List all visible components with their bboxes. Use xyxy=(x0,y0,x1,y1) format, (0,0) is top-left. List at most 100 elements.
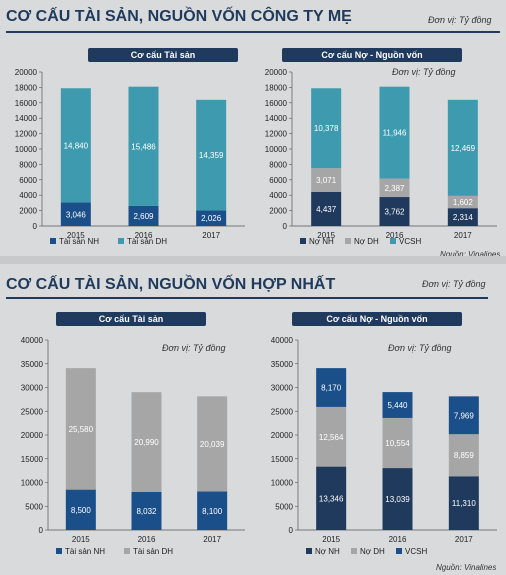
bar-nợ-dh-2015 xyxy=(316,406,347,467)
bar-nợ-nh-2015 xyxy=(316,466,347,530)
y-tick-label: 2000 xyxy=(269,207,287,216)
bar-tài-sản-dh-2015 xyxy=(65,368,96,490)
x-tick-label: 2016 xyxy=(138,535,156,544)
y-tick-label: 5000 xyxy=(25,502,43,511)
y-tick-label: 18000 xyxy=(265,83,288,92)
legend-label: Tài sản DH xyxy=(133,547,173,556)
y-tick-label: 8000 xyxy=(269,160,287,169)
y-tick-label: 14000 xyxy=(265,114,288,123)
x-tick-label: 2015 xyxy=(317,231,335,240)
y-tick-label: 10000 xyxy=(265,145,288,154)
x-tick-label: 2017 xyxy=(454,231,472,240)
data-label: 15,486 xyxy=(131,142,156,151)
bar-tài-sản-nh-2017 xyxy=(197,491,228,530)
y-tick-label: 35000 xyxy=(271,360,294,369)
data-label: 14,359 xyxy=(199,151,224,160)
bar-nợ-dh-2016 xyxy=(379,178,410,198)
bar-tài-sản-nh-2015 xyxy=(60,202,91,226)
legend-swatch xyxy=(351,548,357,554)
chart-2-title: Cơ cấu Nợ - Nguồn vốn xyxy=(282,48,462,62)
data-label: 12,469 xyxy=(451,144,476,153)
bar-vcsh-2016 xyxy=(382,392,413,418)
chart-2-svg: 0 2000 4000 6000 8000 10000 12000 14000 16000 180… xyxy=(265,68,497,246)
bottom-section-title: CƠ CẤU TÀI SẢN, NGUỒN VỐN HỢP NHẤT xyxy=(6,276,336,293)
data-label: 13,346 xyxy=(319,494,344,503)
y-tick-label: 25000 xyxy=(21,407,44,416)
data-label: 8,100 xyxy=(202,507,223,516)
data-label: 4,437 xyxy=(316,205,337,214)
legend-swatch xyxy=(300,238,306,244)
data-label: 8,859 xyxy=(454,451,475,460)
bar-tài-sản-nh-2016 xyxy=(128,205,159,226)
chart-4-unit: Đơn vị: Tỷ đồng xyxy=(388,343,452,353)
bar-tài-sản-dh-2016 xyxy=(128,86,159,206)
bar-tài-sản-dh-2016 xyxy=(131,392,162,492)
y-tick-label: 0 xyxy=(289,526,294,535)
data-label: 2,387 xyxy=(384,184,405,193)
y-tick-label: 12000 xyxy=(15,130,38,139)
top-section-unit: Đơn vị: Tỷ đồng xyxy=(428,15,492,25)
chart-3-svg: 0 5000 10000 15000 20000 25000 30000 35000 40000… xyxy=(21,336,245,556)
legend-label: Nợ NH xyxy=(309,237,334,246)
x-tick-label: 2017 xyxy=(202,231,220,240)
bar-tài-sản-dh-2017 xyxy=(197,396,228,492)
data-label: 8,170 xyxy=(321,384,342,393)
legend-swatch xyxy=(56,548,62,554)
y-tick-label: 25000 xyxy=(271,407,294,416)
bar-vcsh-2015 xyxy=(311,88,342,169)
data-label: 14,840 xyxy=(64,141,89,150)
chart-1-title: Cơ cấu Tài sản xyxy=(88,48,238,62)
legend-swatch xyxy=(124,548,130,554)
y-tick-label: 30000 xyxy=(21,384,44,393)
data-label: 10,554 xyxy=(385,439,410,448)
data-label: 11,310 xyxy=(452,499,476,508)
y-tick-label: 4000 xyxy=(269,191,287,200)
data-label: 11,946 xyxy=(383,129,407,138)
bar-nợ-dh-2017 xyxy=(448,434,479,477)
data-label: 13,039 xyxy=(385,495,410,504)
legend-label: Tài sản NH xyxy=(59,237,99,246)
y-tick-label: 6000 xyxy=(269,176,287,185)
data-label: 7,969 xyxy=(454,411,475,420)
top-source: Nguồn: Vinalines xyxy=(440,250,501,259)
legend-label: VCSH xyxy=(399,237,421,246)
bar-tài-sản-dh-2015 xyxy=(60,88,91,203)
y-tick-label: 30000 xyxy=(271,384,294,393)
bottom-section-unit: Đơn vị: Tỷ đồng xyxy=(422,279,486,289)
legend-swatch xyxy=(118,238,124,244)
data-label: 5,440 xyxy=(387,401,408,410)
y-tick-label: 12000 xyxy=(265,130,288,139)
legend-label: Tài sản NH xyxy=(65,547,105,556)
bar-nợ-nh-2016 xyxy=(379,197,410,226)
chart-1-svg: 0 2000 4000 6000 8000 10000 12000 14000 16000 180… xyxy=(15,68,245,246)
bar-nợ-nh-2017 xyxy=(447,208,478,226)
legend-label: Tài sản DH xyxy=(127,237,167,246)
y-tick-label: 14000 xyxy=(15,114,38,123)
x-tick-label: 2017 xyxy=(455,535,473,544)
bar-nợ-nh-2016 xyxy=(382,468,413,530)
legend-label: Nợ NH xyxy=(315,547,340,556)
chart-3-title: Cơ cấu Tài sản xyxy=(56,312,206,326)
y-tick-label: 0 xyxy=(33,222,38,231)
bottom-section-rule xyxy=(6,297,488,299)
y-tick-label: 18000 xyxy=(15,83,38,92)
y-tick-label: 20000 xyxy=(271,431,294,440)
bar-vcsh-2015 xyxy=(316,368,347,407)
bar-nợ-nh-2015 xyxy=(311,191,342,226)
chart-4-svg: 0 5000 10000 15000 20000 25000 30000 35000 40000… xyxy=(271,336,497,556)
x-tick-label: 2016 xyxy=(389,535,407,544)
legend-swatch xyxy=(306,548,312,554)
bottom-source: Nguồn: Vinalines xyxy=(436,563,497,572)
top-section-title: CƠ CẤU TÀI SẢN, NGUỒN VỐN CÔNG TY MẸ xyxy=(6,8,352,25)
bar-nợ-dh-2015 xyxy=(311,168,342,192)
data-label: 12,564 xyxy=(319,433,344,442)
legend-swatch xyxy=(50,238,56,244)
y-tick-label: 2000 xyxy=(19,207,37,216)
data-label: 2,609 xyxy=(133,212,154,221)
y-tick-label: 20000 xyxy=(21,431,44,440)
y-tick-label: 10000 xyxy=(15,145,38,154)
y-tick-label: 16000 xyxy=(15,99,38,108)
legend-label: Nợ DH xyxy=(354,237,379,246)
data-label: 3,046 xyxy=(66,210,87,219)
x-tick-label: 2015 xyxy=(72,535,90,544)
